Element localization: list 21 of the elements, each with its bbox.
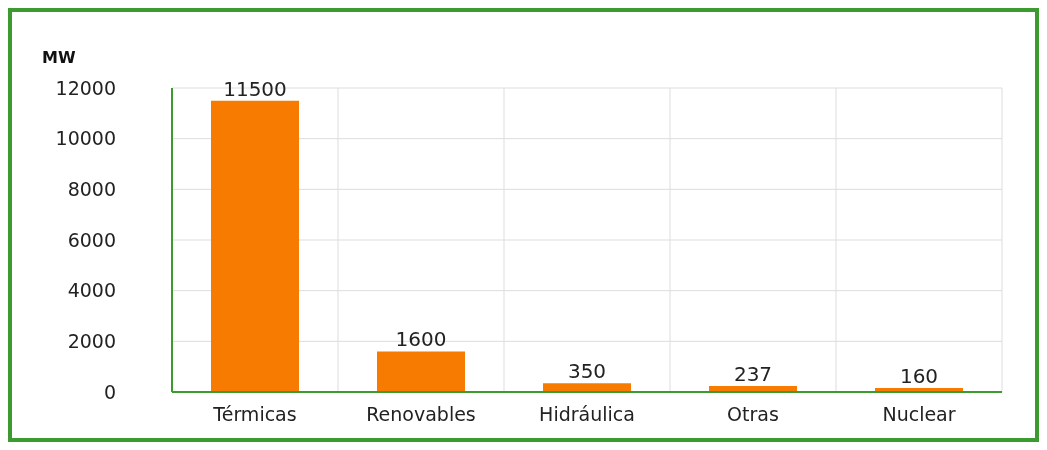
x-tick-label: Térmicas [212,403,297,426]
bar [377,351,465,392]
data-label: 237 [733,362,773,386]
x-tick-label: Hidráulica [539,403,635,426]
y-tick-label: 10000 [55,127,116,150]
data-label: 160 [899,363,939,388]
x-tick-label: Nuclear [882,403,956,426]
y-axis-title: MW [42,48,76,67]
y-tick-label: 12000 [55,76,116,99]
y-tick-label: 2000 [67,330,116,353]
y-tick-label: 6000 [67,228,116,251]
y-tick-label: 0 [103,380,116,403]
x-tick-label: Renovables [366,403,476,426]
y-tick-label: 4000 [67,279,116,302]
data-label: 350 [567,359,607,384]
x-tick-label: Otras [727,403,779,426]
data-label: 11500 [223,76,287,101]
bar [211,100,299,392]
y-tick-label: 8000 [67,178,116,201]
bar [543,383,631,392]
data-label: 1600 [395,327,447,352]
